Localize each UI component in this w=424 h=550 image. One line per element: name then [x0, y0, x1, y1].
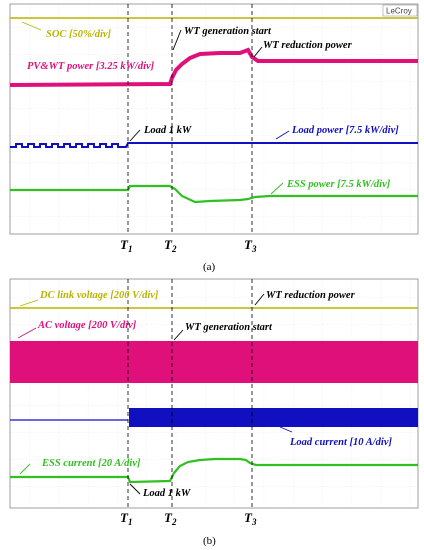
ac-arrow — [17, 327, 37, 339]
ac-voltage-label: AC voltage [200 V/div] — [37, 320, 137, 331]
pvwt-label: PV&WT power [3.25 kW/div] — [27, 61, 155, 72]
load-arrow-b — [279, 426, 293, 433]
t2-label-b: T2 — [164, 510, 177, 527]
wt-start-label-a: WT generation start — [184, 26, 272, 37]
ac-voltage-trace — [10, 341, 418, 383]
ess-power-trace — [10, 184, 418, 204]
wt-start-arrow-a — [172, 29, 182, 51]
load1kw-label-b: Load 1 kW — [142, 488, 191, 499]
t2-label-a: T2 — [164, 237, 177, 254]
t1-label-a: T1 — [120, 237, 132, 254]
wt-start-label-b: WT generation start — [185, 322, 273, 333]
soc-arrow — [21, 21, 42, 31]
wt-reduce-arrow-a — [253, 46, 263, 58]
panel-a: LeCroy SOC [50%/div] WT generation start… — [9, 3, 419, 273]
ess-arrow-b — [19, 463, 31, 475]
load-power-trace — [10, 142, 418, 148]
load1kw-arrow-a — [129, 129, 141, 142]
load-current-trace — [129, 408, 418, 427]
wt-reduce-label-b: WT reduction power — [266, 290, 356, 301]
t1-label-b: T1 — [120, 510, 132, 527]
caption-a: (a) — [203, 261, 216, 273]
load-arrow-a — [275, 130, 290, 140]
t3-label-a: T3 — [244, 237, 257, 254]
dc-link-label: DC link voltage [200 V/div] — [39, 290, 159, 301]
wt-reduce-label-a: WT reduction power — [263, 40, 353, 51]
ess-current-label: ESS current [20 A/div] — [41, 458, 141, 469]
load-power-label: Load power [7.5 kW/div] — [291, 125, 399, 136]
dc-arrow — [19, 299, 39, 307]
panel-b: DC link voltage [200 V/div] WT reduction… — [9, 278, 419, 547]
wt-reduce-arrow-b — [254, 293, 265, 306]
soc-label: SOC [50%/div] — [46, 29, 112, 40]
t3-label-b: T3 — [244, 510, 257, 527]
ess-arrow-a — [270, 182, 284, 195]
brand-box — [382, 4, 418, 17]
load1kw-arrow-b — [129, 483, 141, 495]
pvwt-trace — [9, 47, 418, 87]
load-current-label: Load current [10 A/div] — [289, 437, 392, 448]
wt-start-arrow-b — [173, 329, 184, 341]
panel-b-plot-area — [9, 278, 419, 509]
load1kw-label-a: Load 1 kW — [143, 125, 192, 136]
ess-current-trace — [10, 457, 418, 484]
caption-b: (b) — [203, 535, 216, 547]
brand-label: LeCroy — [386, 7, 412, 16]
ess-power-label: ESS power [7.5 kW/div] — [286, 179, 391, 190]
